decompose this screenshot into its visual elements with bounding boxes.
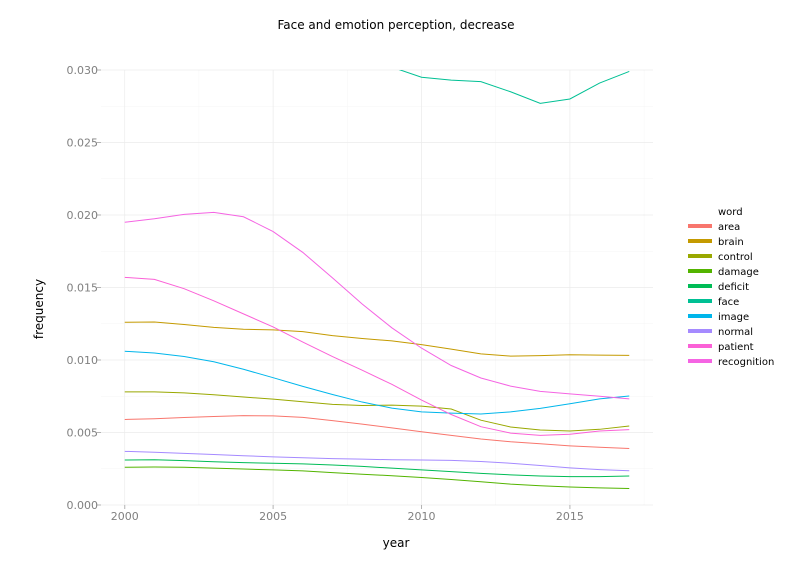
series-line-damage [124,466,630,489]
legend: word area brain control damage deficit face im… [688,207,774,368]
legend-key-face [688,299,712,303]
series-line-patient [124,276,630,436]
legend-label-image: image [718,312,749,323]
legend-title: word [718,207,743,218]
series-line-area [124,415,630,449]
y-axis-title: frequency [32,279,46,339]
x-tick-label: 2015 [556,510,584,523]
series-line-image [124,350,630,415]
legend-key-normal [688,329,712,333]
y-tick-label: 0.000 [67,499,99,512]
legend-label-damage: damage [718,267,759,278]
y-tick-label: 0.015 [67,282,99,295]
y-tick-label: 0.005 [67,427,99,440]
x-tick-label: 2005 [259,510,287,523]
legend-key-recognition [688,359,712,363]
series-line-deficit [124,459,630,478]
legend-label-deficit: deficit [718,282,749,293]
legend-label-patient: patient [718,342,754,353]
legend-label-recognition: recognition [718,357,774,368]
series-group [124,70,630,489]
legend-label-brain: brain [718,237,744,248]
series-line-brain [124,321,630,357]
y-tick-label: 0.025 [67,137,99,150]
series-line-control [124,391,630,432]
legend-label-control: control [718,252,753,263]
series-line-recognition [124,211,630,400]
legend-label-face: face [718,297,739,308]
legend-key-area [688,224,712,228]
legend-key-patient [688,344,712,348]
legend-key-image [688,314,712,318]
chart-title: Face and emotion perception, decrease [277,18,514,32]
x-tick-label: 2010 [408,510,436,523]
x-axis-title: year [383,536,410,550]
series-line-face [398,70,630,104]
legend-label-normal: normal [718,327,753,338]
legend-label-area: area [718,222,740,233]
series-line-normal [124,450,630,472]
legend-key-damage [688,269,712,273]
y-tick-label: 0.010 [67,354,99,367]
y-tick-label: 0.020 [67,209,99,222]
legend-key-control [688,254,712,258]
grid [101,69,653,506]
y-tick-label: 0.030 [67,64,99,77]
axes: 2000 2005 2010 2015 0.000 0.005 0.010 0.015 0.02… [67,64,584,523]
legend-key-brain [688,239,712,243]
x-tick-label: 2000 [111,510,139,523]
legend-key-deficit [688,284,712,288]
